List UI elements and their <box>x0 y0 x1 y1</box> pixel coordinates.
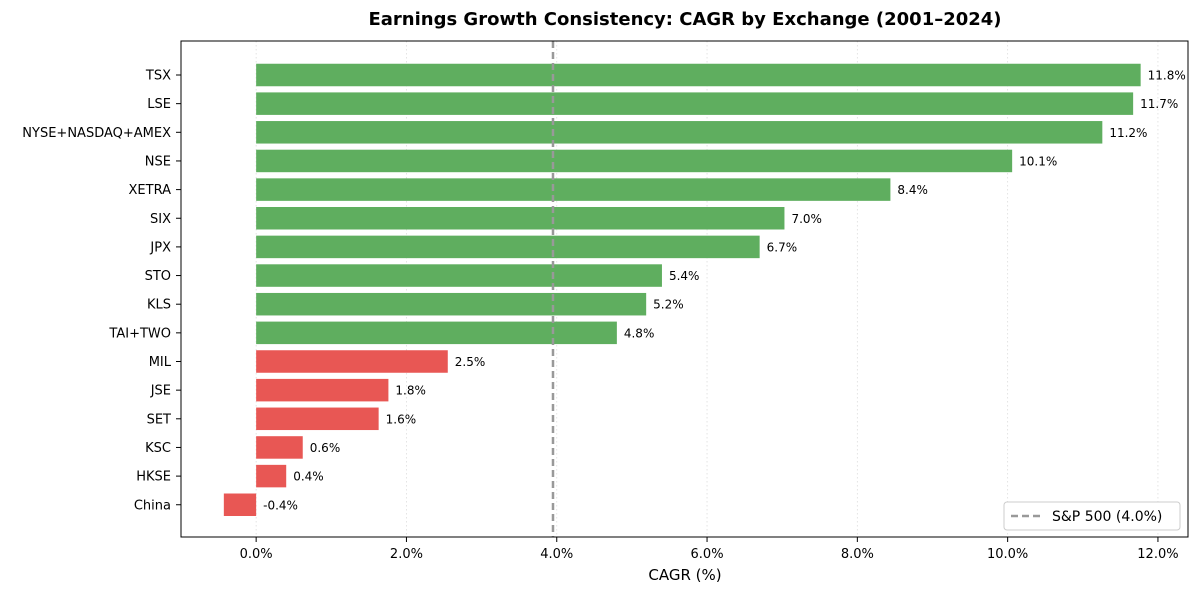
data-label: 4.8% <box>624 326 655 340</box>
y-tick-label: JPX <box>149 240 171 255</box>
x-tick-label: 0.0% <box>240 547 273 562</box>
plot-frame <box>180 40 1189 538</box>
y-tick-label: SET <box>147 412 171 427</box>
data-label: 11.7% <box>1140 97 1178 111</box>
y-tick-label: JSE <box>150 384 171 399</box>
bar <box>256 436 303 459</box>
x-tick-label: 12.0% <box>1137 547 1178 562</box>
legend-label: S&P 500 (4.0%) <box>1052 509 1162 525</box>
y-tick-label: China <box>134 498 171 513</box>
x-tick-label: 10.0% <box>987 547 1028 562</box>
y-tick-label: NSE <box>145 154 171 169</box>
bar <box>256 321 617 345</box>
bar <box>256 464 287 488</box>
bar <box>256 264 662 287</box>
data-label: 5.4% <box>669 269 700 283</box>
legend-box <box>1003 501 1181 531</box>
y-tick-label: SIX <box>150 212 171 227</box>
data-label: 6.7% <box>767 240 798 254</box>
data-label: 11.8% <box>1148 69 1186 83</box>
grid-lines <box>255 41 1159 537</box>
bar <box>256 92 1134 115</box>
bar <box>256 63 1141 87</box>
bar <box>256 207 785 230</box>
x-tick-label: 2.0% <box>390 547 423 562</box>
data-label: 0.4% <box>293 470 324 484</box>
data-label: 8.4% <box>897 183 928 197</box>
legend: S&P 500 (4.0%) <box>1003 501 1181 531</box>
x-tick-label: 8.0% <box>841 547 874 562</box>
y-tick-label: LSE <box>147 97 171 112</box>
y-tick-label: MIL <box>149 355 172 370</box>
bar <box>256 292 647 316</box>
y-tick-label: NYSE+NASDAQ+AMEX <box>22 126 171 141</box>
data-label: 10.1% <box>1019 154 1057 168</box>
bars: 11.8% 11.7% 11.2% 10.1% 8.4% 7.0% 6.7% 5.4% 5.2%… <box>223 63 1186 516</box>
bar <box>256 178 891 201</box>
bar <box>256 235 760 259</box>
x-tick-label: 4.0% <box>540 547 573 562</box>
bar <box>256 378 389 402</box>
y-tick-label: KLS <box>147 298 171 313</box>
data-label: 2.5% <box>455 355 486 369</box>
data-label: 1.6% <box>386 412 417 426</box>
bar <box>223 493 257 516</box>
data-label: -0.4% <box>263 498 298 512</box>
y-tick-label: TSX <box>145 69 171 84</box>
y-tick-label: KSC <box>145 441 171 456</box>
x-axis-label: CAGR (%) <box>648 566 721 584</box>
data-label: 1.8% <box>395 384 426 398</box>
bar <box>256 407 379 431</box>
y-tick-label: TAI+TWO <box>108 326 171 341</box>
data-label: 11.2% <box>1109 126 1147 140</box>
data-label: 7.0% <box>791 212 822 226</box>
y-tick-label: XETRA <box>129 183 172 198</box>
bar <box>256 149 1013 173</box>
y-tick-label: STO <box>145 269 171 284</box>
data-label: 0.6% <box>310 441 341 455</box>
chart-title: Earnings Growth Consistency: CAGR by Exc… <box>368 9 1001 30</box>
bar <box>256 121 1103 144</box>
x-axis: 0.0% 2.0% 4.0% 6.0% 8.0% 10.0% 12.0% <box>240 537 1179 562</box>
y-tick-label: HKSE <box>136 470 171 485</box>
data-label: 5.2% <box>653 298 684 312</box>
y-axis: TSX LSE NYSE+NASDAQ+AMEX NSE XETRA SIX JPX STO K… <box>22 69 181 513</box>
bar <box>256 350 448 373</box>
x-tick-label: 6.0% <box>691 547 724 562</box>
